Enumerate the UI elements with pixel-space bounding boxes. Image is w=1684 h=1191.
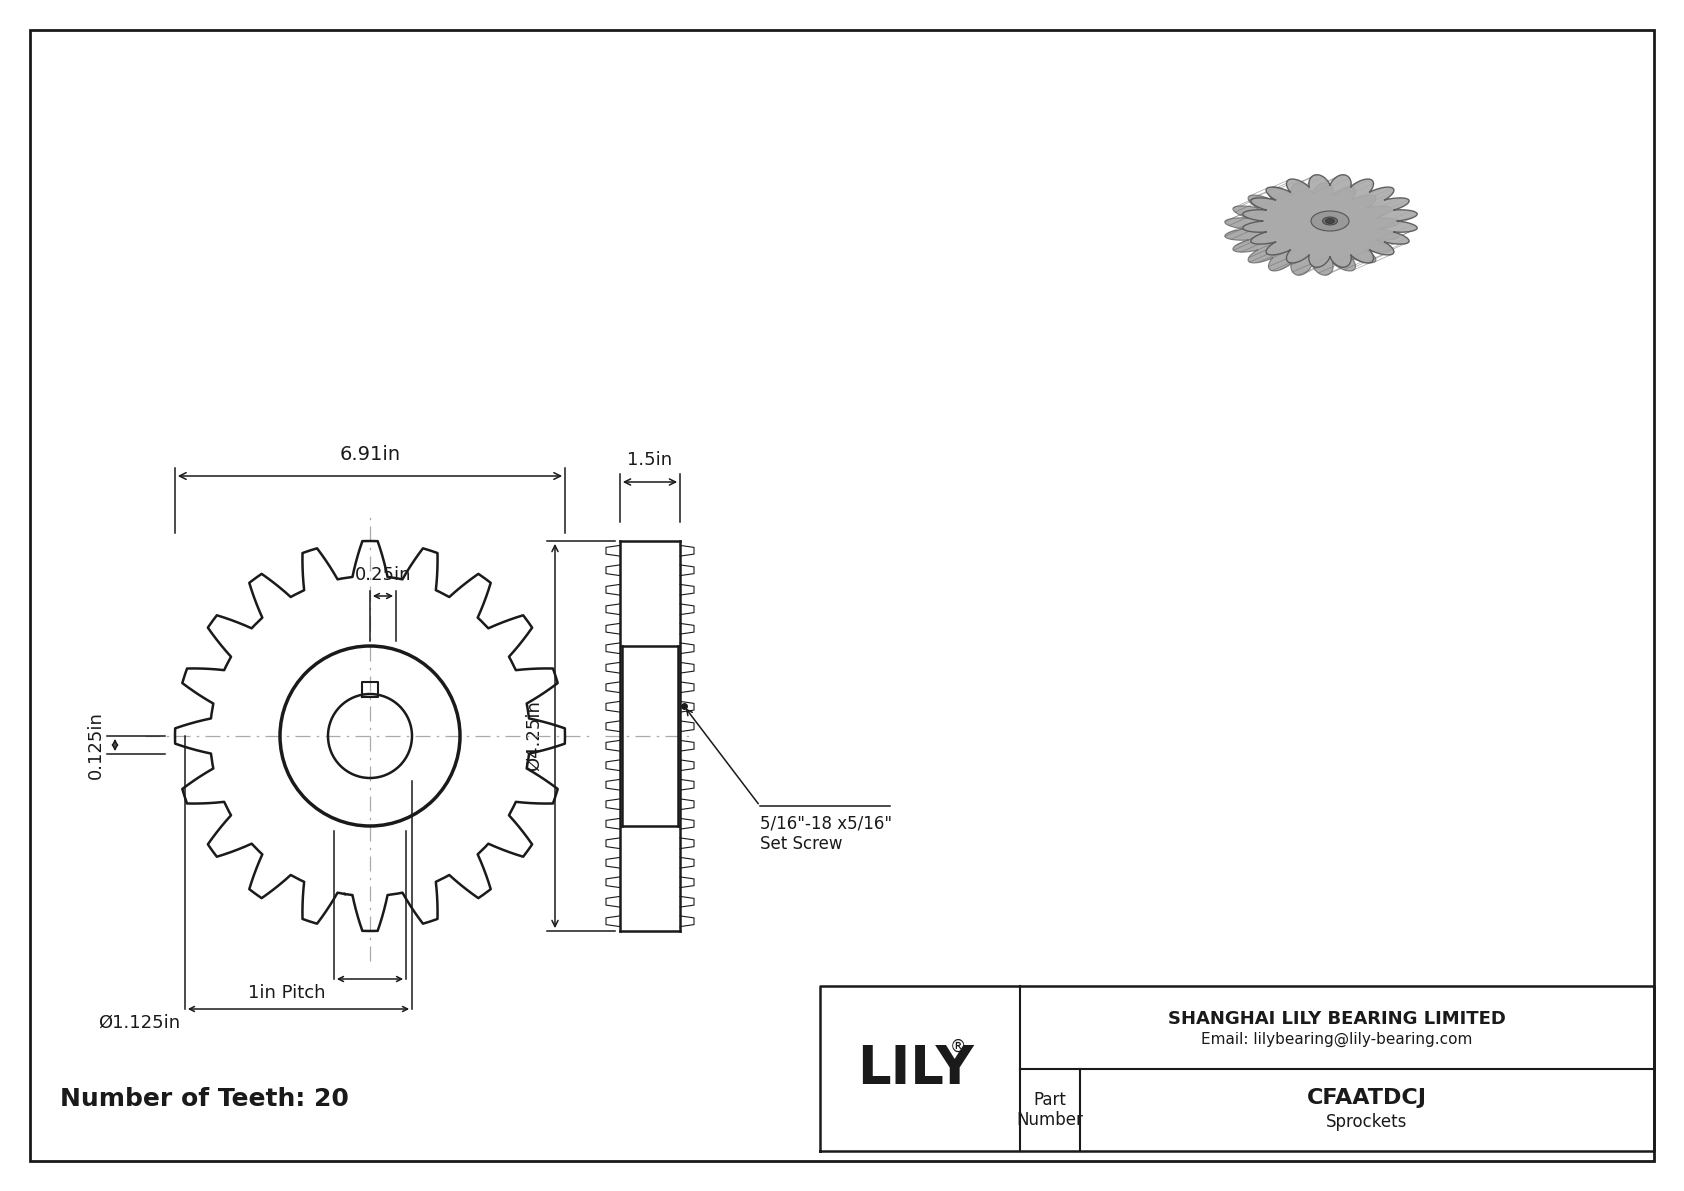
Ellipse shape [1325,218,1334,224]
Text: 1.5in: 1.5in [628,451,672,469]
Text: 0.25in: 0.25in [355,566,411,584]
Text: 1in Pitch: 1in Pitch [249,984,327,1002]
Ellipse shape [1312,211,1349,231]
Text: CFAATDCJ: CFAATDCJ [1307,1089,1426,1108]
Text: Email: lilybearing@lily-bearing.com: Email: lilybearing@lily-bearing.com [1201,1031,1474,1047]
Text: Number of Teeth: 20: Number of Teeth: 20 [61,1087,349,1111]
Text: 6.91in: 6.91in [340,445,401,464]
Polygon shape [1224,182,1399,275]
Text: Ø1.125in: Ø1.125in [98,1014,180,1031]
Text: ®: ® [950,1037,967,1055]
Text: 5/16"-18 x5/16"
Set Screw: 5/16"-18 x5/16" Set Screw [759,813,893,853]
Text: SHANGHAI LILY BEARING LIMITED: SHANGHAI LILY BEARING LIMITED [1169,1010,1505,1029]
Ellipse shape [1322,217,1337,225]
Polygon shape [1243,175,1418,267]
Text: Part
Number: Part Number [1017,1091,1083,1129]
Text: Ø4.25in: Ø4.25in [525,700,542,772]
Text: Sprockets: Sprockets [1327,1114,1408,1131]
Text: LILY: LILY [857,1042,973,1095]
Text: 0.125in: 0.125in [88,711,104,779]
